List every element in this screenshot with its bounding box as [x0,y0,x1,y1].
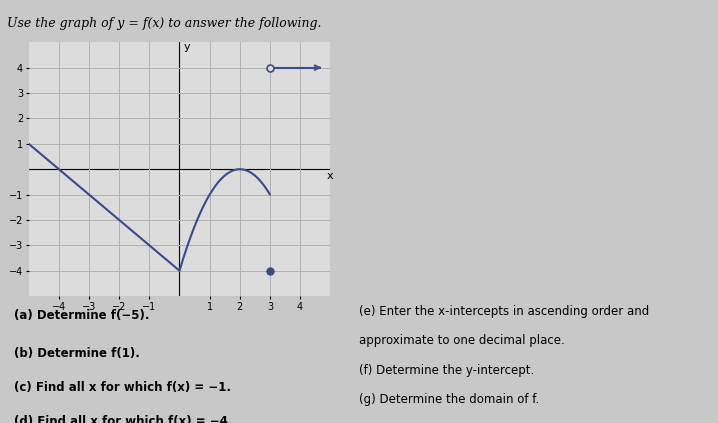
Text: (f) Determine the y-intercept.: (f) Determine the y-intercept. [359,364,534,377]
Text: (a) Determine f(−5).: (a) Determine f(−5). [14,309,150,322]
Text: (g) Determine the domain of f.: (g) Determine the domain of f. [359,393,539,407]
Text: (e) Enter the x-intercepts in ascending order and: (e) Enter the x-intercepts in ascending … [359,305,649,318]
Text: Use the graph of y = f(x) to answer the following.: Use the graph of y = f(x) to answer the … [7,17,322,30]
Text: y: y [184,42,191,52]
Text: (c) Find all x for which f(x) = −1.: (c) Find all x for which f(x) = −1. [14,381,231,394]
Text: x: x [327,171,334,181]
Text: (d) Find all x for which f(x) = −4.: (d) Find all x for which f(x) = −4. [14,415,233,423]
Text: (b) Determine f(1).: (b) Determine f(1). [14,347,140,360]
Text: approximate to one decimal place.: approximate to one decimal place. [359,334,565,347]
